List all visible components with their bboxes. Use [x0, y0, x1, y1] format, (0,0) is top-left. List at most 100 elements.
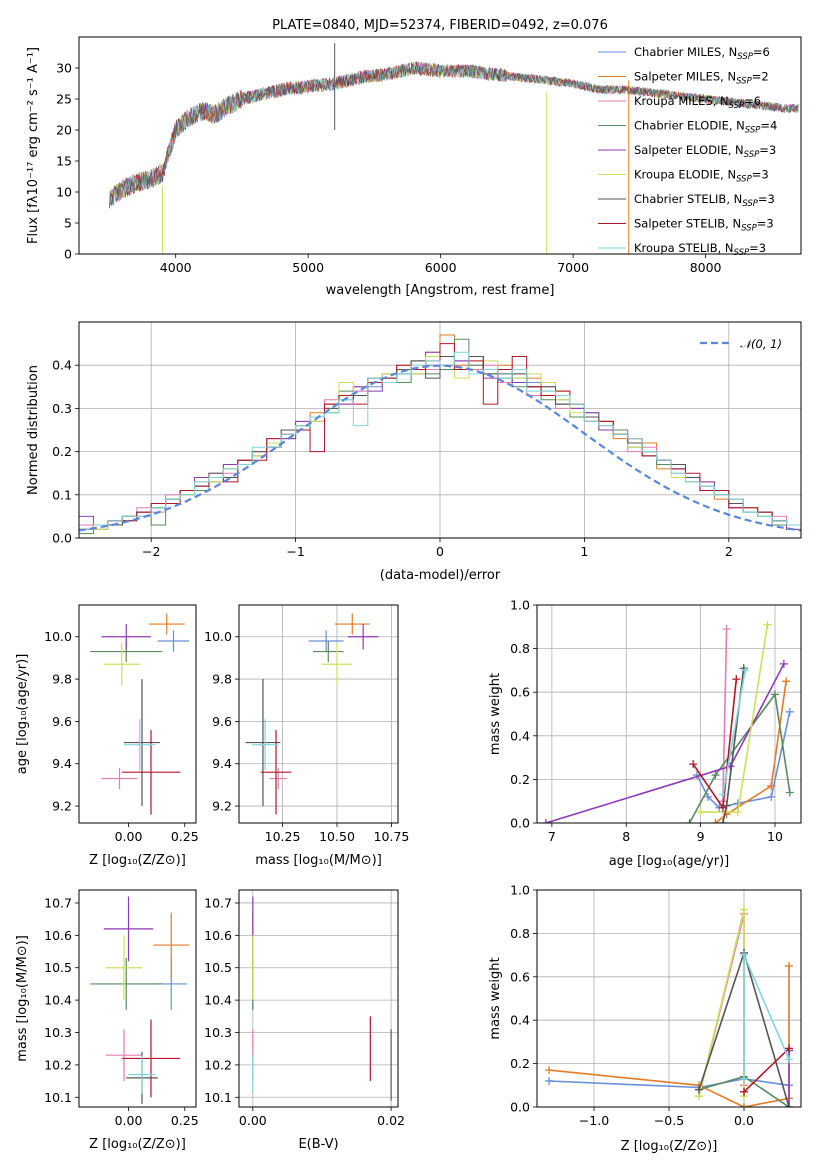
x-axis-label: age [log₁₀(age/yr)] [609, 854, 730, 869]
plot-frame [78, 36, 802, 255]
y-tick-label: 5 [64, 216, 72, 231]
legend-sub: SSP [744, 150, 760, 160]
y-tick-label: 10.7 [44, 895, 72, 910]
x-tick-label: 7 [548, 829, 556, 844]
spectrum-line [109, 62, 799, 209]
y-tick-label: 9.6 [212, 714, 232, 729]
weight-marker [704, 792, 713, 801]
x-tick-label: 8000 [690, 260, 722, 275]
legend-entry: Kroupa MILES, NSSP=6 [634, 94, 761, 111]
spectrum-line [109, 62, 799, 209]
legend-sub: SSP [737, 52, 753, 62]
legend-name: Kroupa MILES, N [634, 94, 729, 108]
legend-tail: =6 [744, 94, 761, 108]
x-tick-label: 0 [436, 544, 444, 559]
y-axis-label: Normed distribution [26, 365, 41, 495]
weight-marker [779, 659, 788, 668]
axes-spectrum: 4000 5000 6000 7000 8000 0 5 10 15 20 25 30 waveleng… [26, 36, 802, 298]
x-axis-label: wavelength [Angstrom, rest frame] [326, 283, 555, 298]
x-tick-label: 0.00 [115, 1113, 143, 1128]
y-tick-label: 1.0 [510, 598, 530, 613]
error-point [334, 613, 370, 635]
y-tick-label: 10.6 [204, 928, 232, 943]
error-point [245, 679, 281, 807]
x-axis-label: Z [log₁₀(Z/Z⊙)] [89, 1137, 186, 1152]
legend-sub: SSP [736, 77, 752, 87]
y-tick-label: 0.1 [52, 487, 72, 502]
x-tick-label: 10.25 [265, 829, 301, 844]
error-point [101, 624, 151, 650]
y-tick-label: 10.1 [204, 1090, 232, 1105]
error-point [321, 643, 353, 686]
error-point [148, 613, 185, 635]
x-tick-label: 1 [580, 544, 588, 559]
error-point [106, 1029, 142, 1082]
weight-marker [740, 1087, 748, 1096]
weight-marker [711, 771, 720, 780]
legend-sub: SSP [742, 199, 758, 209]
weight-marker [785, 707, 794, 716]
y-tick-label: 15 [56, 154, 72, 169]
legend-name: Kroupa ELODIE, N [634, 168, 736, 182]
plot-frame [78, 889, 197, 1108]
legend-entry: Chabrier STELIB, NSSP=3 [634, 192, 775, 209]
y-axis-label: mass [log₁₀(M/M⊙)] [15, 935, 30, 1062]
weight-marker [741, 666, 750, 675]
y-tick-label: 10.4 [44, 993, 72, 1008]
y-tick-label: 9.4 [212, 756, 232, 771]
x-tick-label: −1.0 [579, 1113, 609, 1128]
weight-marker [740, 905, 748, 914]
y-tick-label: 0.4 [52, 358, 72, 373]
error-point [103, 896, 154, 962]
x-axis-label: mass [log₁₀(M/M⊙)] [255, 853, 382, 868]
x-tick-label: 0.00 [239, 1113, 267, 1128]
y-tick-label: 10.2 [44, 1057, 72, 1072]
y-tick-label: 9.8 [52, 672, 72, 687]
weight-marker [711, 819, 720, 823]
legend-tail: =3 [757, 217, 774, 231]
y-tick-label: 10.2 [204, 1057, 232, 1072]
y-tick-label: 10.5 [44, 960, 72, 975]
legend-sub: SSP [729, 101, 745, 111]
y-tick-label: 0.0 [52, 531, 72, 546]
x-tick-label: 0.25 [171, 829, 199, 844]
x-tick-label: −0.5 [654, 1113, 684, 1128]
error-point [121, 729, 181, 815]
weight-line [722, 628, 728, 802]
y-tick-label: 10.0 [44, 629, 72, 644]
y-tick-label: 1.0 [510, 883, 530, 898]
error-point [106, 935, 142, 1001]
weight-marker [785, 1103, 793, 1107]
error-point [128, 1055, 156, 1095]
weight-marker [733, 808, 742, 817]
legend-tail: =3 [749, 241, 766, 255]
spectrum-line [109, 61, 799, 209]
spectrum-line [109, 61, 799, 209]
x-tick-label: 0.0 [734, 1113, 754, 1128]
weight-marker [722, 624, 731, 633]
y-tick-label: 0.4 [510, 1013, 530, 1028]
x-tick-label: −2 [142, 544, 160, 559]
weight-marker [785, 1055, 793, 1064]
spectrum-line [109, 61, 799, 209]
legend-name: Chabrier MILES, N [634, 45, 737, 59]
y-tick-label: 0.2 [510, 772, 530, 787]
error-point [313, 640, 344, 663]
weight-line [692, 679, 738, 810]
weight-marker [767, 781, 776, 790]
weight-marker [740, 1103, 748, 1107]
legend-sub: SSP [736, 175, 752, 185]
error-point [347, 624, 379, 650]
legend-name: Chabrier STELIB, N [634, 192, 742, 206]
y-tick-label: 0.0 [510, 816, 530, 831]
x-tick-label: 0.02 [377, 1113, 405, 1128]
weight-line [715, 681, 787, 823]
legend-entry: Salpeter MILES, NSSP=2 [634, 70, 769, 87]
spectrum-line [109, 61, 799, 209]
x-tick-label: 10.75 [374, 829, 410, 844]
axes-residuals: −2 −1 0 1 2 0.0 0.1 0.2 0.3 0.4 (data-model)/error… [26, 321, 802, 583]
weight-marker [732, 675, 741, 684]
y-tick-label: 9.4 [52, 756, 72, 771]
plot-frame [78, 604, 197, 824]
weight-marker [785, 788, 794, 797]
